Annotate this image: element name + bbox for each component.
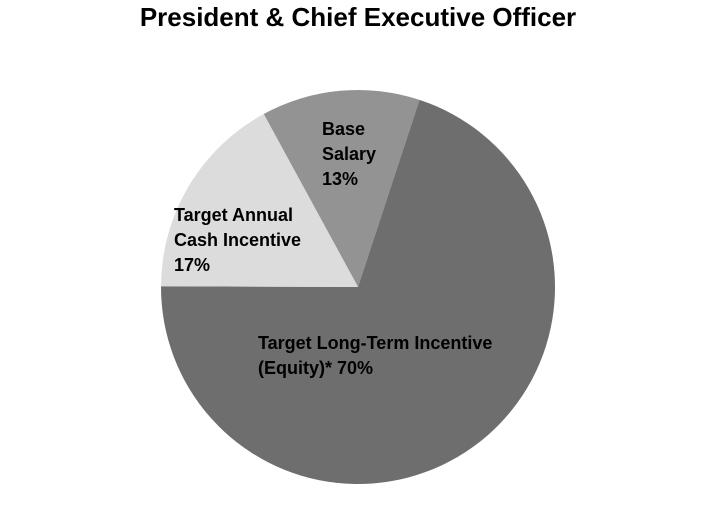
slice-label: Target Long-Term Incentive (Equity)* 70% xyxy=(258,331,518,381)
category-label: Target Annual Cash Incentive xyxy=(174,205,302,250)
slice-label: Base Salary 13% xyxy=(322,117,402,192)
value-label: 70% xyxy=(337,358,374,378)
value-label: 17% xyxy=(174,255,211,275)
value-label: 13% xyxy=(322,169,359,189)
pie-slice xyxy=(160,99,555,485)
pie-slice xyxy=(263,89,420,287)
category-label: Target Long-Term Incentive (Equity)* xyxy=(258,333,493,378)
pie-slice xyxy=(161,114,358,287)
slice-label: Target Annual Cash Incentive 17% xyxy=(174,203,334,278)
chart-title: President & Chief Executive Officer xyxy=(139,2,577,32)
category-label: Base Salary xyxy=(322,119,377,164)
